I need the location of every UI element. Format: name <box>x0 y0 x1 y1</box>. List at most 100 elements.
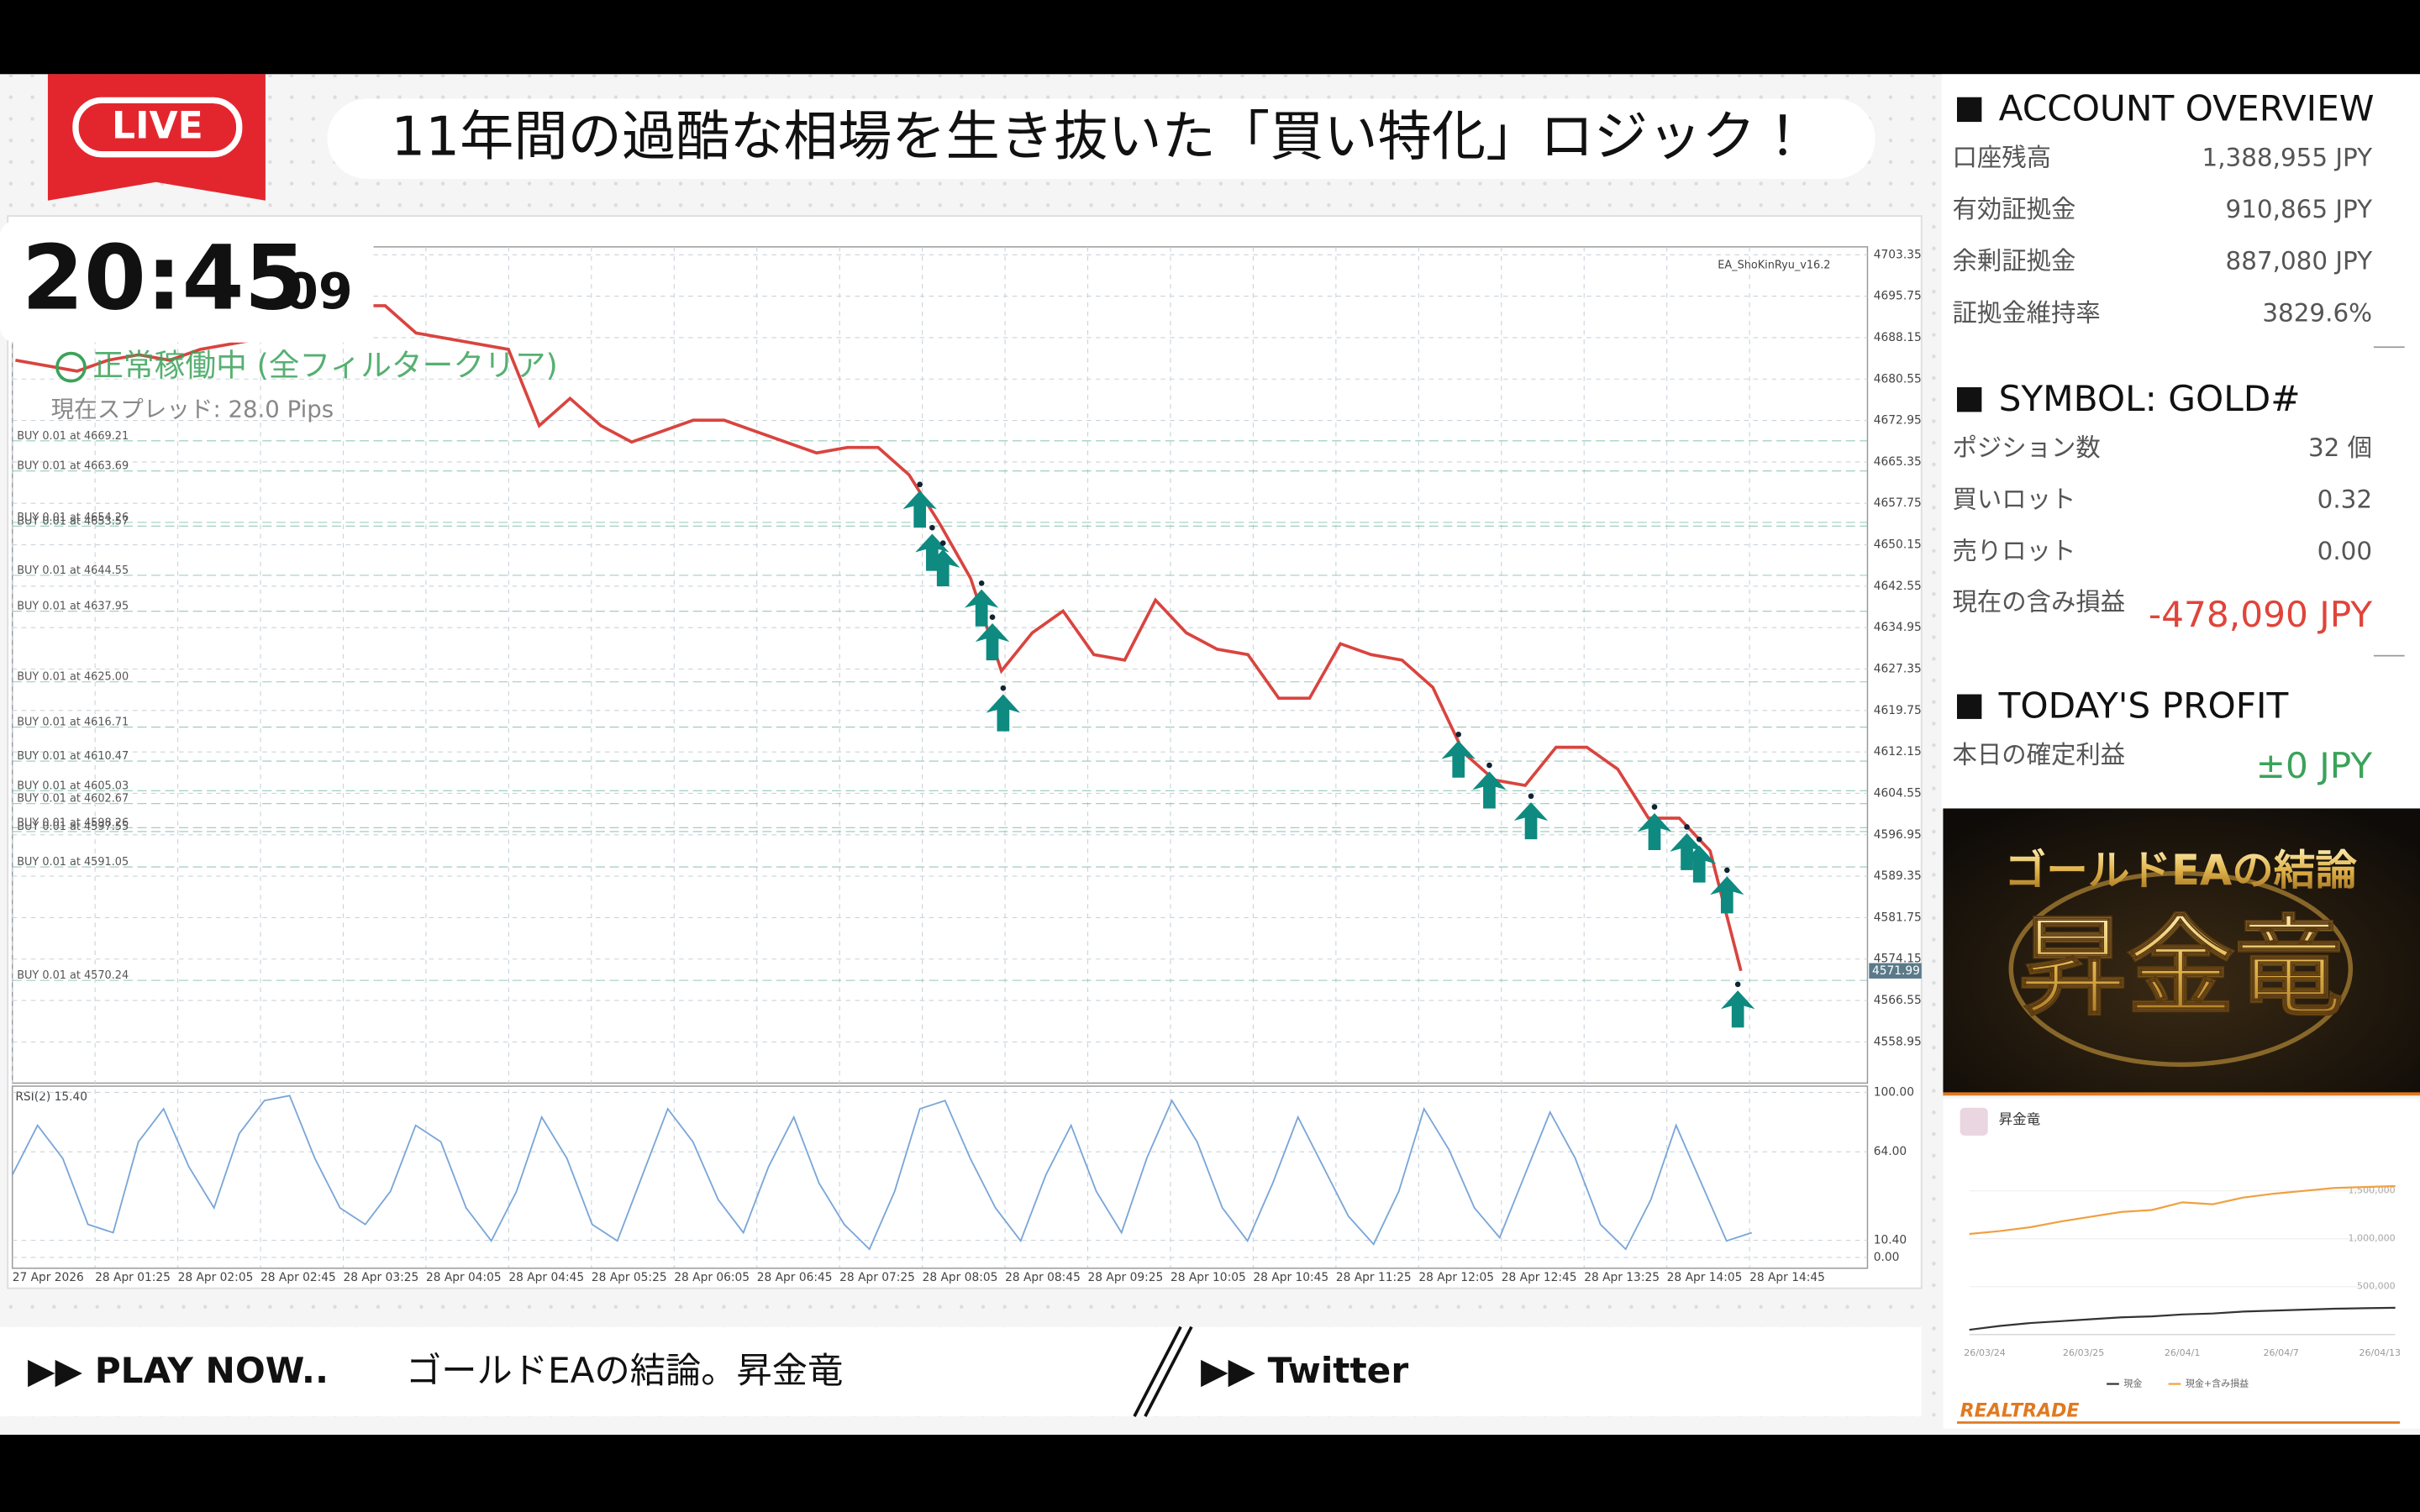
x-tick-label: 28 Apr 14:05 <box>1667 1271 1743 1284</box>
buy-arrow <box>1472 771 1507 809</box>
buy-arrow <box>986 694 1021 732</box>
y-tick-label: 4566.55 <box>1874 994 1922 1007</box>
profit-title: TODAY'S PROFIT <box>1998 685 2289 727</box>
equity-line <box>1969 1184 2396 1236</box>
play-title[interactable]: ゴールドEAの結論。昇金竜 <box>406 1350 843 1391</box>
headline-pill <box>327 98 1876 180</box>
y-tick-label: 4650.15 <box>1874 538 1922 552</box>
current-price-box <box>1869 963 1922 979</box>
buy-dot <box>1724 867 1730 874</box>
pl-label: 現在の含み損益 <box>1952 588 2125 617</box>
divider <box>1133 1326 1182 1417</box>
x-tick-label: 28 Apr 06:45 <box>757 1271 833 1284</box>
y-tick-label: 4695.75 <box>1874 290 1922 303</box>
equity-line <box>1969 1306 2396 1331</box>
status-icon <box>55 351 87 383</box>
y-tick-label: 4688.15 <box>1874 331 1922 344</box>
row-value: 887,080 JPY <box>2226 247 2373 276</box>
equity-panel <box>1943 1098 2420 1429</box>
footer-bar <box>0 1326 1922 1417</box>
account-title: ACCOUNT OVERVIEW <box>1999 88 2375 129</box>
equity-title: 昇金竜 <box>1999 1111 2041 1127</box>
banner <box>1943 808 2420 1096</box>
buy-dot <box>978 580 985 586</box>
buy-dot <box>1734 981 1741 988</box>
price-chart: 4703.35 4695.75 4688.15 4680.55 4672.95 4665.… <box>11 246 1922 1284</box>
buy-dot <box>1651 804 1658 810</box>
y-tick-label: 4558.95 <box>1874 1035 1922 1048</box>
row-value: 1,388,955 JPY <box>2202 144 2373 172</box>
x-tick-label: 28 Apr 14:45 <box>1749 1271 1825 1284</box>
y-tick-label: 4642.55 <box>1874 580 1922 593</box>
twitter-link[interactable]: ▶▶ Twitter <box>1201 1350 1408 1391</box>
y-tick-label: 4672.95 <box>1874 414 1922 428</box>
x-tick-label: 28 Apr 04:05 <box>426 1271 502 1284</box>
y-tick-label: 4581.75 <box>1874 911 1922 924</box>
pl-value: -478,090 JPY <box>2149 594 2372 635</box>
x-tick-label: 28 Apr 07:25 <box>839 1271 915 1284</box>
banner-line2: 昇金竜 <box>2018 906 2343 1031</box>
rsi-label: RSI(2) 15.40 <box>15 1090 87 1104</box>
order-label: BUY 0.01 at 4605.03 <box>17 780 129 792</box>
clock-time: 20:45 <box>22 226 307 330</box>
y-tick-label: 4574.15 <box>1874 953 1922 966</box>
buy-arrow <box>964 589 999 627</box>
rsi-tick-label: 10.40 <box>1874 1233 1907 1247</box>
divider <box>1144 1326 1193 1417</box>
y-tick-label: 4680.55 <box>1874 372 1922 386</box>
equity-avatar <box>1960 1107 1988 1136</box>
x-tick-label: 28 Apr 12:05 <box>1418 1271 1494 1284</box>
heading-marker <box>1956 387 1982 412</box>
y-tick-label: 4589.35 <box>1874 869 1922 883</box>
order-label: BUY 0.01 at 4653.57 <box>17 515 129 528</box>
buy-arrow <box>975 623 1010 661</box>
x-tick-label: 28 Apr 10:05 <box>1171 1271 1246 1284</box>
y-tick-label: 4634.95 <box>1874 621 1922 634</box>
order-label: BUY 0.01 at 4644.55 <box>17 564 129 577</box>
rsi-tick-label: 0.00 <box>1874 1251 1900 1264</box>
order-label: BUY 0.01 at 4669.21 <box>17 430 129 443</box>
row-label: ポジション数 <box>1952 433 2100 462</box>
buy-arrow <box>902 491 937 528</box>
order-label: BUY 0.01 at 4625.00 <box>17 671 129 684</box>
y-tick-label: 4612.15 <box>1874 745 1922 759</box>
rsi-frame <box>11 1085 1869 1269</box>
live-text: LIVE <box>112 104 203 147</box>
x-tick-label: 28 Apr 09:25 <box>1088 1271 1164 1284</box>
x-tick-label: 28 Apr 11:25 <box>1336 1271 1412 1284</box>
info-panel <box>1941 74 2420 809</box>
rsi-line <box>11 1095 1752 1251</box>
banner-line1: ゴールドEAの結論 <box>2005 846 2358 895</box>
order-label: BUY 0.01 at 4598.26 <box>17 816 129 829</box>
y-tick-label: 4665.35 <box>1874 455 1922 469</box>
buy-arrow <box>1682 845 1717 883</box>
clock-box <box>0 220 374 343</box>
x-tick-label: 28 Apr 04:45 <box>508 1271 584 1284</box>
x-tick-label: 26/03/25 <box>2063 1347 2104 1358</box>
x-tick-label: 26/04/13 <box>2360 1347 2401 1358</box>
order-label: BUY 0.01 at 4602.67 <box>17 793 129 806</box>
live-pill <box>72 97 243 158</box>
status: 正常稼働中 (全フィルタークリア) <box>92 348 558 384</box>
order-label: BUY 0.01 at 4597.55 <box>17 821 129 833</box>
x-tick-label: 28 Apr 01:25 <box>95 1271 171 1284</box>
buy-dot <box>929 524 935 531</box>
row-value: 32 個 <box>2308 433 2372 462</box>
order-label: BUY 0.01 at 4654.26 <box>17 512 129 524</box>
buy-dot <box>1000 685 1007 691</box>
account-rows: 口座残高 1,388,955 JPY 有効証拠金 910,865 JPY 余剰証拠金 88… <box>1952 144 2372 328</box>
y-tick-label: 4657.75 <box>1874 496 1922 510</box>
x-tick-label: 26/04/1 <box>2165 1347 2200 1358</box>
buy-arrow <box>926 549 960 586</box>
legend-label: 現金+含み損益 <box>2186 1378 2249 1389</box>
row-label: 口座残高 <box>1952 144 2051 172</box>
buy-dot <box>1455 731 1462 738</box>
order-label: BUY 0.01 at 4591.05 <box>17 856 129 869</box>
x-tick-label: 28 Apr 02:05 <box>178 1271 254 1284</box>
row-label: 証拠金維持率 <box>1952 298 2100 327</box>
headline: 11年間の過酷な相場を生き抜いた「買い特化」ロジック！ <box>391 106 1809 169</box>
buy-dot <box>1486 762 1492 769</box>
x-tick-label: 26/03/24 <box>1964 1347 2005 1358</box>
play-now[interactable]: ▶▶ PLAY NOW.. <box>28 1350 329 1391</box>
